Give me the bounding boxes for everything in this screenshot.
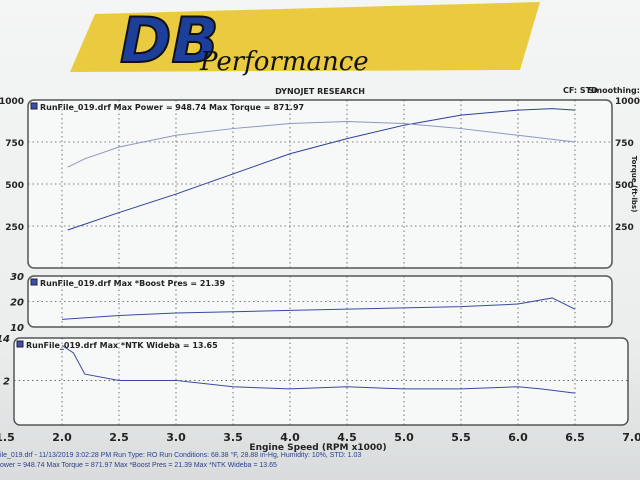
- x-tick-label: 4.5: [337, 431, 357, 444]
- y-tick-label: 250: [5, 223, 24, 233]
- footer-run-info: ile_019.drf - 11/13/2019 3:02:28 PM Run …: [0, 452, 362, 459]
- right-y-tick-label: 250: [615, 223, 634, 233]
- y-tick-label: 500: [5, 181, 24, 191]
- chart-panel: [13, 337, 629, 426]
- logo: DB Performance: [70, 2, 540, 78]
- legend-text: RunFile_019.drf Max *Boost Pres = 21.39: [40, 279, 226, 288]
- y-tick-label: 20: [10, 298, 24, 309]
- series-line-boostpres: [61, 297, 576, 320]
- x-tick-label: 2.0: [52, 431, 72, 444]
- right-y-tick-label: 500: [615, 181, 634, 191]
- right-y-axis-label: Torque (ft-lbs): [630, 156, 638, 213]
- cf-label: CF: STD: [563, 86, 598, 95]
- y-tick-label: 750: [5, 139, 24, 149]
- series-line-ntkwideba: [61, 345, 576, 394]
- legend-swatch: [30, 278, 38, 286]
- x-tick-label: 5.5: [451, 431, 471, 444]
- right-y-tick-label: 750: [615, 139, 634, 149]
- legend-swatch: [30, 102, 38, 110]
- y-tick-label: 1000: [0, 97, 24, 107]
- x-tick-label: 5.0: [394, 431, 414, 444]
- y-tick-label: 30: [10, 272, 24, 283]
- legend-text: RunFile_019.drf Max Power = 948.74 Max T…: [40, 103, 304, 112]
- x-tick-label: 1.5: [0, 431, 15, 444]
- series-line-torque: [67, 121, 576, 168]
- y-tick-label: 10: [10, 323, 24, 334]
- chart-header-title: DYNOJET RESEARCH: [275, 87, 365, 96]
- logo-db: DB: [120, 4, 219, 77]
- x-tick-label: 6.5: [565, 431, 585, 444]
- x-tick-label: 6.0: [508, 431, 528, 444]
- logo-performance: Performance: [199, 47, 369, 77]
- y-tick-label: 2: [3, 376, 10, 387]
- series-line-power: [67, 108, 576, 231]
- legend-text: RunFile_019.drf Max *NTK Wideba = 13.65: [26, 341, 218, 350]
- x-tick-label: 3.5: [223, 431, 243, 444]
- x-axis-label: Engine Speed (RPM x1000): [249, 443, 386, 453]
- legend-swatch: [16, 340, 24, 348]
- smoothing-label: Smoothing:: [588, 86, 640, 95]
- x-tick-label: 2.5: [109, 431, 129, 444]
- x-tick-label: 4.0: [280, 431, 300, 444]
- right-y-tick-label: 1000: [615, 97, 640, 107]
- x-tick-label: 3.0: [166, 431, 186, 444]
- y-tick-label: 14: [0, 334, 10, 345]
- footer-max-values: ower = 948.74 Max Torque = 871.97 Max *B…: [0, 462, 277, 469]
- x-tick-label: 7.0: [622, 431, 640, 444]
